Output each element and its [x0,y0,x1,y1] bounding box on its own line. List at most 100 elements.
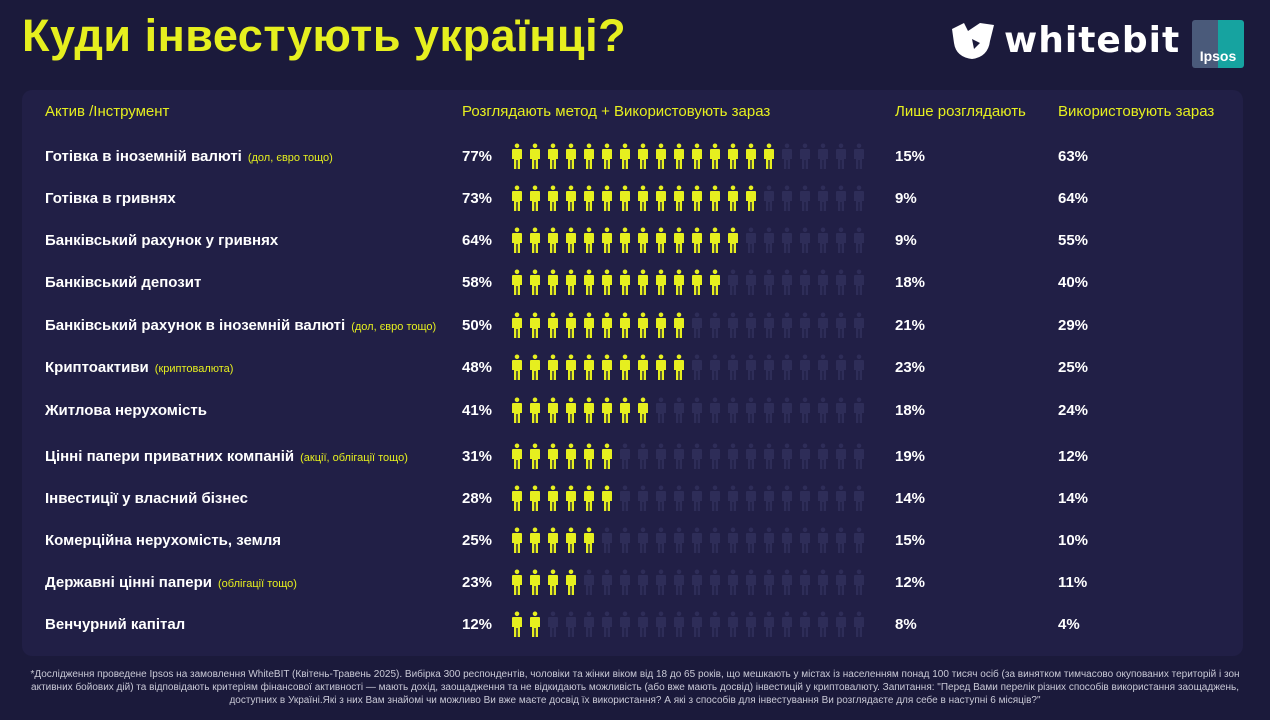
person-filled-icon [656,354,666,380]
person-empty-icon [764,397,774,423]
person-filled-icon [638,312,648,338]
person-empty-icon [566,611,576,637]
asset-name: Готівка в гривнях [45,190,176,207]
total-percent: 28% [462,490,493,507]
person-empty-icon [692,443,702,469]
row-label: Житлова нерухомість [45,402,207,419]
only-consider-percent: 8% [895,616,917,633]
table-row: Банківський рахунок у гривнях 64% 9% 55% [0,227,1270,256]
person-filled-icon [692,269,702,295]
person-empty-icon [836,143,846,169]
person-filled-icon [530,527,540,553]
person-empty-icon [818,269,828,295]
person-empty-icon [674,397,684,423]
person-filled-icon [692,143,702,169]
person-filled-icon [584,443,594,469]
table-row: Цінні папери приватних компаній (акції, о… [0,443,1270,472]
use-now-percent: 10% [1058,532,1089,549]
person-empty-icon [584,611,594,637]
person-empty-icon [800,354,810,380]
person-empty-icon [782,397,792,423]
person-filled-icon [602,485,612,511]
total-percent: 31% [462,448,493,465]
person-empty-icon [800,143,810,169]
pictogram-bar [508,610,868,638]
person-filled-icon [620,185,630,211]
person-empty-icon [764,485,774,511]
person-empty-icon [764,269,774,295]
person-filled-icon [584,227,594,253]
person-filled-icon [548,397,558,423]
person-empty-icon [728,397,738,423]
person-empty-icon [656,485,666,511]
table-row: Готівка в іноземній валюті (дол, євро тощ… [0,143,1270,172]
person-empty-icon [746,611,756,637]
person-empty-icon [746,569,756,595]
use-now-percent: 64% [1058,190,1089,207]
person-empty-icon [782,569,792,595]
person-empty-icon [710,527,720,553]
person-empty-icon [638,569,648,595]
use-now-percent: 63% [1058,148,1089,165]
person-filled-icon [566,569,576,595]
row-label: Інвестиції у власний бізнес [45,490,248,507]
header-consider-plus-use: Розглядають метод + Використовують зараз [462,103,771,120]
only-consider-percent: 18% [895,274,926,291]
person-filled-icon [656,312,666,338]
asset-name: Банківський рахунок у гривнях [45,232,279,249]
person-empty-icon [854,269,864,295]
pictogram-bar [508,226,868,254]
only-consider-percent: 21% [895,317,926,334]
person-empty-icon [782,227,792,253]
use-now-percent: 14% [1058,490,1089,507]
person-filled-icon [584,312,594,338]
person-filled-icon [548,312,558,338]
person-empty-icon [728,443,738,469]
person-filled-icon [512,397,522,423]
person-empty-icon [764,611,774,637]
pictogram-bar [508,184,868,212]
person-empty-icon [836,312,846,338]
person-filled-icon [530,485,540,511]
person-empty-icon [764,569,774,595]
header-asset: Актив /Інструмент [45,103,170,120]
person-empty-icon [746,354,756,380]
person-empty-icon [728,569,738,595]
table-row: Інвестиції у власний бізнес 28% 14% 14% [0,485,1270,514]
person-empty-icon [620,485,630,511]
pictogram-bar [508,484,868,512]
person-empty-icon [800,443,810,469]
person-empty-icon [800,527,810,553]
person-empty-icon [854,227,864,253]
person-filled-icon [512,443,522,469]
person-empty-icon [800,312,810,338]
use-now-percent: 55% [1058,232,1089,249]
only-consider-percent: 12% [895,574,926,591]
person-filled-icon [602,185,612,211]
person-empty-icon [836,443,846,469]
person-filled-icon [512,354,522,380]
person-empty-icon [818,527,828,553]
person-empty-icon [548,611,558,637]
row-label: Банківський рахунок у гривнях [45,232,278,249]
only-consider-percent: 19% [895,448,926,465]
page-title: Куди інвестують українці? [22,10,627,61]
person-empty-icon [836,485,846,511]
asset-note: (облігації тощо) [218,578,297,590]
chart-panel [22,90,1243,656]
person-filled-icon [656,185,666,211]
person-empty-icon [692,485,702,511]
person-empty-icon [746,527,756,553]
use-now-percent: 11% [1058,574,1088,591]
person-empty-icon [818,443,828,469]
person-empty-icon [854,569,864,595]
person-filled-icon [512,527,522,553]
person-empty-icon [818,397,828,423]
person-empty-icon [728,269,738,295]
person-filled-icon [512,269,522,295]
person-empty-icon [764,527,774,553]
person-empty-icon [692,569,702,595]
person-filled-icon [530,312,540,338]
person-empty-icon [746,227,756,253]
total-percent: 12% [462,616,493,633]
